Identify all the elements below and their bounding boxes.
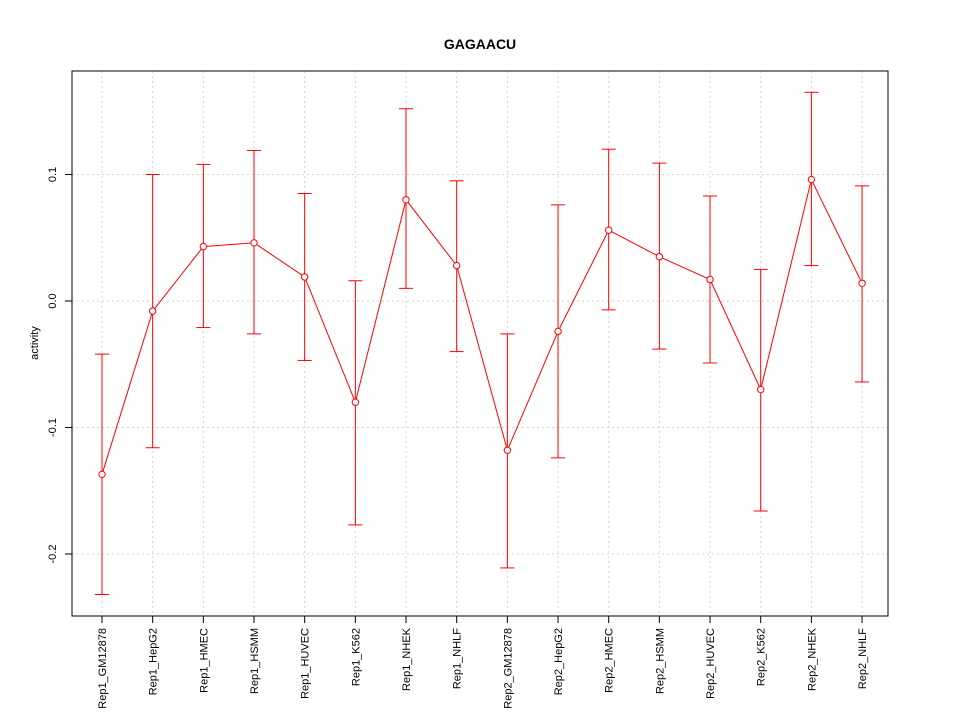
x-tick-label: Rep1_GM12878 <box>97 628 109 709</box>
data-point <box>655 253 664 261</box>
data-point <box>605 226 613 234</box>
x-tick-label: Rep2_NHEK <box>806 627 818 691</box>
plot-frame <box>71 70 889 617</box>
data-point <box>250 239 258 247</box>
series-polyline <box>101 178 863 475</box>
x-tick-label: Rep2_K562 <box>756 628 768 686</box>
data-point <box>148 307 157 315</box>
x-tick-label: Rep1_HUVEC <box>300 628 312 699</box>
x-tick-label: Rep1_NHEK <box>401 627 413 691</box>
data-points <box>98 175 866 479</box>
x-tick-label: Rep2_HSMM <box>654 628 666 694</box>
grid-lines <box>72 71 888 616</box>
y-tick-label: -0.2 <box>47 545 59 564</box>
y-tick-label: -0.1 <box>47 418 59 437</box>
x-tick-label: Rep1_HSMM <box>249 628 261 694</box>
y-axis-title: activity <box>29 326 41 360</box>
data-point <box>199 242 208 251</box>
data-point <box>351 398 360 406</box>
x-tick-label: Rep2_HepG2 <box>553 628 565 695</box>
x-axis: Rep1_GM12878 Rep1_HepG2 Rep1_HMEC Rep1_HSMM… <box>97 616 869 709</box>
error-bars <box>95 91 870 595</box>
series-line <box>101 178 863 475</box>
x-tick-label: Rep1_HepG2 <box>148 628 160 695</box>
x-tick-label: Rep2_HUVEC <box>705 628 717 699</box>
x-tick-label: Rep1_NHLF <box>452 628 464 689</box>
data-point <box>554 327 562 336</box>
data-point <box>300 273 309 281</box>
data-point <box>807 175 816 184</box>
data-point <box>402 196 410 204</box>
chart-title: GAGAACU <box>444 36 516 52</box>
x-tick-label: Rep2_GM12878 <box>502 628 514 709</box>
data-point <box>98 470 106 479</box>
data-point <box>757 385 765 394</box>
data-point <box>503 446 512 454</box>
x-tick-label: Rep1_K562 <box>350 628 362 686</box>
data-point <box>706 275 714 284</box>
y-tick-label: 0.0 <box>47 293 59 308</box>
x-tick-label: Rep2_NHLF <box>857 628 869 689</box>
data-point <box>858 279 866 287</box>
y-tick-label: 0.1 <box>47 167 59 182</box>
y-axis: -0.2 -0.1 0.0 0.1 <box>47 167 72 564</box>
x-tick-label: Rep2_HMEC <box>604 628 616 693</box>
data-point <box>452 261 461 270</box>
x-tick-label: Rep1_HMEC <box>198 628 210 693</box>
